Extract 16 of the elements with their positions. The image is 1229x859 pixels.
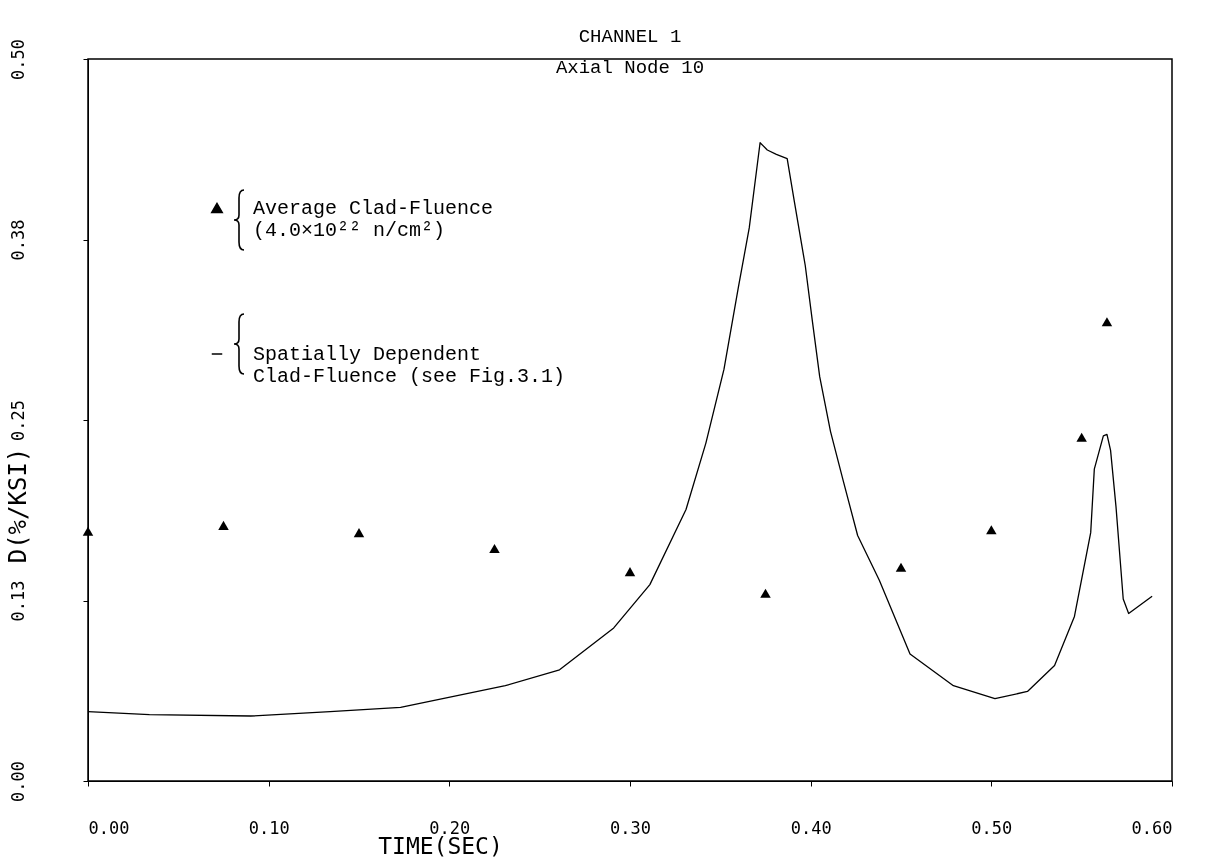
x-tick-label: 0.40 — [790, 817, 832, 838]
legend-label: Average Clad-Fluence (4.0×10²² n/cm²) — [253, 197, 494, 242]
x-tick-label: 0.30 — [610, 817, 651, 838]
y-tick-label: 0.25 — [7, 400, 28, 441]
x-tick-label: 0.50 — [971, 817, 1013, 838]
chart-subtitle: Axial Node 10 — [555, 56, 705, 79]
x-tick-label: 0.60 — [1131, 817, 1173, 838]
x-tick-label: 0.10 — [248, 817, 290, 838]
chart-title: CHANNEL 1 — [578, 25, 682, 48]
y-tick-label: 0.38 — [7, 219, 28, 261]
y-tick-label: 0.50 — [7, 39, 28, 80]
y-tick-label: 0.13 — [7, 580, 28, 622]
x-tick-label: 0.00 — [88, 817, 130, 838]
y-axis-title: D(%/KSI) — [3, 447, 32, 564]
legend-label: Spatially Dependent Clad-Fluence (see Fig.3.1) — [253, 343, 566, 388]
y-tick-label: 0.00 — [7, 761, 28, 802]
